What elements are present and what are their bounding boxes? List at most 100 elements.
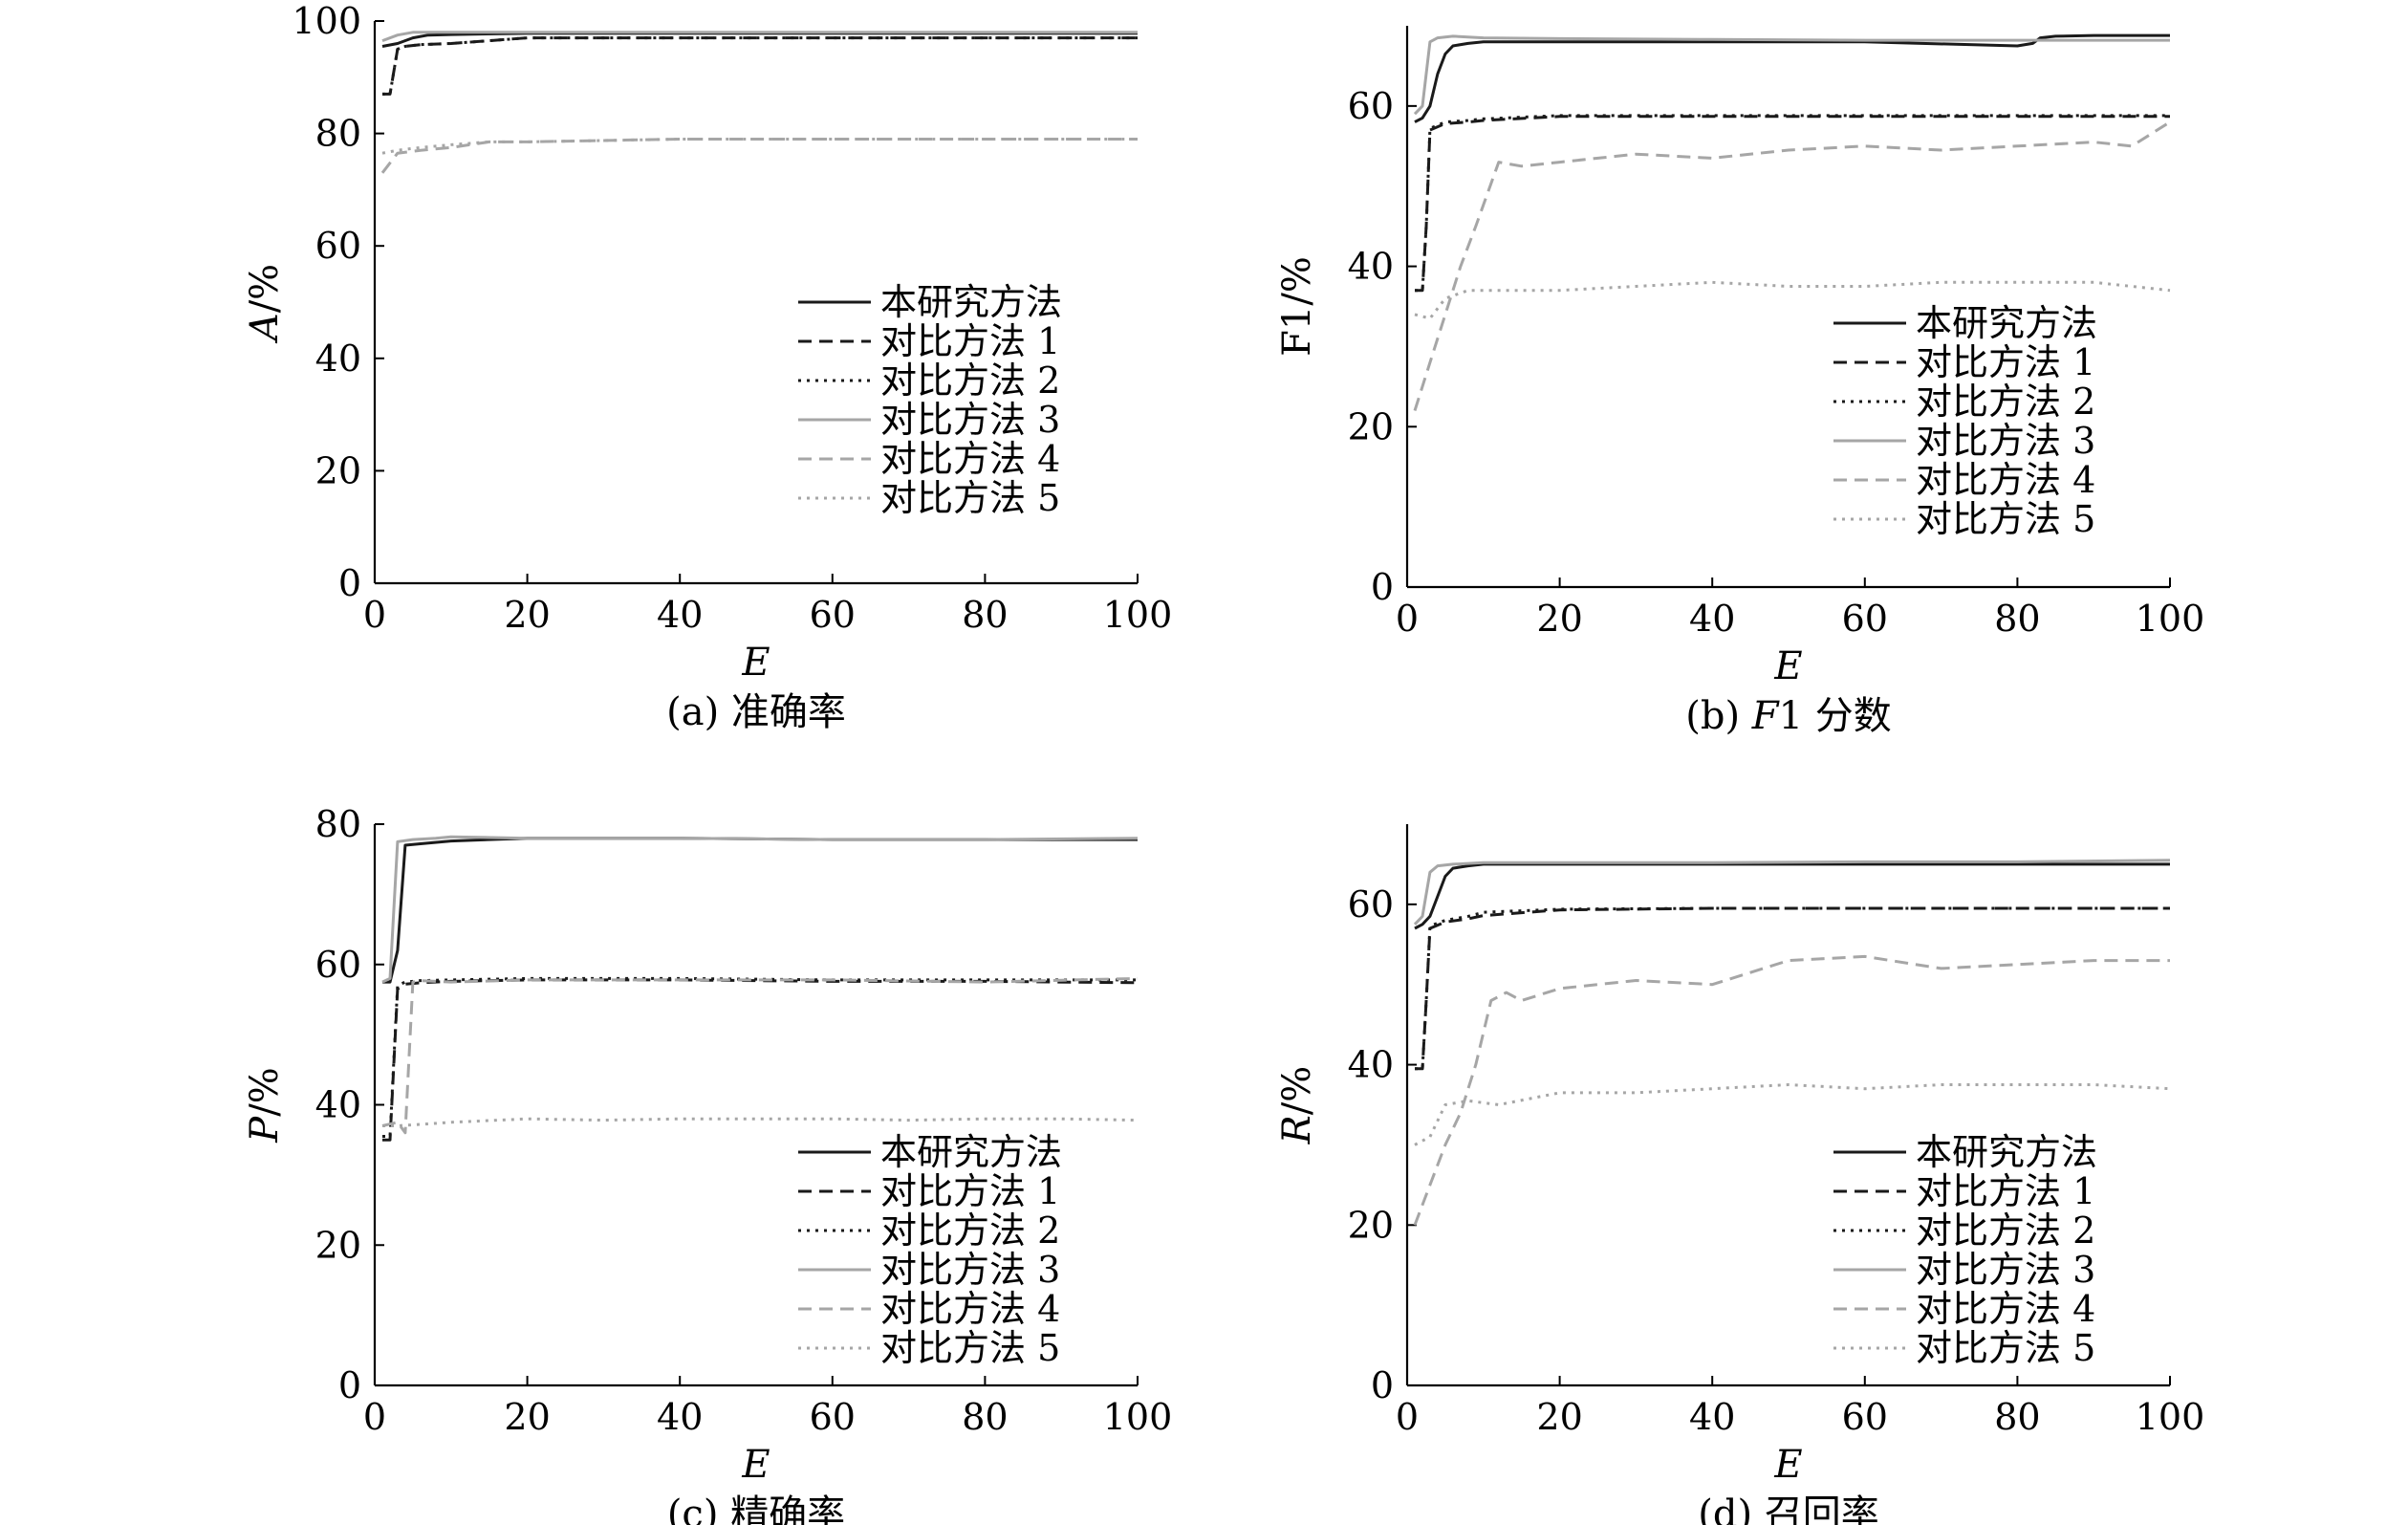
series-line-4 [1413, 34, 2170, 116]
series-line-1 [1414, 862, 2170, 930]
series-line-4 [381, 835, 1139, 984]
x-tick-label: 20 [504, 1396, 550, 1438]
x-tick-label: 60 [1842, 598, 1888, 640]
legend-entry-label: 本研究方法 [880, 1131, 1062, 1173]
x-tick-label: 80 [1994, 598, 2040, 640]
y-axis-label: R/% [1275, 1066, 1319, 1145]
series-line-6 [382, 1117, 1139, 1127]
series-line-5 [381, 976, 1139, 1135]
x-tick-label: 80 [1994, 1396, 2040, 1438]
legend-entry-label: 对比方法 4 [1916, 459, 2095, 501]
legend-entry-label: 对比方法 2 [1916, 1209, 2095, 1252]
x-tick-label: 0 [1396, 1396, 1419, 1438]
y-tick-label: 40 [315, 1084, 361, 1126]
legend-entry-label: 对比方法 3 [1916, 420, 2095, 462]
y-axis-label-unit: /% [1275, 1066, 1319, 1115]
legend-entry-label: 对比方法 1 [1916, 341, 2095, 383]
legend-entry-label: 对比方法 5 [880, 1327, 1060, 1369]
series-line-2 [1415, 906, 2170, 1071]
series-line-3 [1415, 906, 2170, 1071]
y-tick-label: 40 [1348, 1044, 1394, 1086]
legend-entry-label: 对比方法 1 [1916, 1170, 2095, 1212]
legend-entry-label: 对比方法 2 [1916, 381, 2095, 423]
legend-entry-label: 本研究方法 [1916, 302, 2097, 344]
y-axis-label-unit: /% [243, 1067, 287, 1116]
x-tick-label: 40 [657, 1396, 703, 1438]
x-tick-label: 20 [504, 594, 550, 636]
series-line-1 [382, 837, 1138, 984]
y-tick-label: 0 [338, 562, 361, 604]
legend-entry-label: 对比方法 4 [880, 1288, 1060, 1330]
legend-entry-label: 对比方法 3 [880, 1249, 1060, 1291]
y-tick-label: 40 [1348, 246, 1394, 288]
y-tick-label: 0 [1371, 566, 1394, 608]
y-tick-label: 20 [315, 1224, 361, 1266]
legend-entry-label: 本研究方法 [1916, 1131, 2097, 1173]
x-tick-label: 60 [810, 1396, 856, 1438]
series-line-4 [381, 31, 1138, 43]
y-tick-label: 40 [315, 338, 361, 380]
series-line-6 [381, 138, 1138, 155]
x-tick-label: 40 [1689, 598, 1735, 640]
chart-caption: (a) 准确率 [666, 690, 846, 734]
y-axis-label: A/% [243, 264, 287, 344]
series-line-3 [382, 36, 1138, 96]
x-axis-label: E [741, 1443, 770, 1487]
series-line-2 [382, 36, 1138, 96]
x-tick-label: 80 [962, 1396, 1008, 1438]
x-axis-label: E [1773, 644, 1802, 688]
x-tick-label: 60 [810, 594, 856, 636]
series-line-2 [382, 978, 1139, 1142]
y-tick-label: 0 [1371, 1364, 1394, 1406]
x-tick-label: 100 [1103, 594, 1173, 636]
x-tick-label: 40 [657, 594, 703, 636]
x-axis-label: E [741, 641, 770, 685]
y-tick-label: 20 [1348, 1204, 1394, 1246]
legend-entry-label: 对比方法 2 [880, 1209, 1060, 1252]
legend-entry-label: 对比方法 2 [880, 359, 1060, 402]
y-axis-label-symbol: A [243, 313, 287, 344]
x-tick-label: 0 [1396, 598, 1419, 640]
x-tick-label: 100 [2136, 1396, 2205, 1438]
y-tick-label: 20 [315, 449, 361, 491]
y-tick-label: 80 [315, 113, 361, 155]
legend-entry-label: 对比方法 1 [880, 320, 1060, 362]
chart-caption: (d) 召回率 [1698, 1492, 1879, 1525]
legend-entry-label: 本研究方法 [880, 281, 1062, 323]
y-tick-label: 20 [1348, 405, 1394, 447]
series-line-5 [1413, 954, 2170, 1226]
legend-entry-label: 对比方法 5 [880, 477, 1060, 519]
x-tick-label: 0 [363, 1396, 386, 1438]
y-axis-label: P/% [243, 1067, 287, 1143]
x-tick-label: 100 [2136, 598, 2205, 640]
y-tick-label: 80 [315, 803, 361, 845]
series-line-6 [1414, 280, 2171, 320]
series-line-3 [382, 976, 1138, 1138]
series-line-2 [1415, 115, 2170, 293]
y-tick-label: 60 [315, 944, 361, 986]
legend-entry-label: 对比方法 4 [880, 438, 1060, 480]
legend-entry-label: 对比方法 3 [1916, 1249, 2095, 1291]
series-line-5 [1413, 120, 2171, 411]
series-line-5 [380, 138, 1138, 174]
caption-italic: F [1751, 694, 1780, 738]
x-tick-label: 0 [363, 594, 386, 636]
y-tick-label: 60 [1348, 85, 1394, 127]
x-tick-label: 100 [1103, 1396, 1173, 1438]
legend-entry-label: 对比方法 3 [880, 399, 1060, 441]
x-tick-label: 40 [1689, 1396, 1735, 1438]
legend-entry-label: 对比方法 4 [1916, 1288, 2095, 1330]
legend-entry-label: 对比方法 5 [1916, 498, 2095, 540]
legend-entry-label: 对比方法 1 [880, 1170, 1060, 1212]
x-tick-label: 20 [1536, 1396, 1582, 1438]
chart-caption: (b) F1 分数 [1685, 694, 1891, 738]
y-tick-label: 100 [292, 0, 361, 42]
